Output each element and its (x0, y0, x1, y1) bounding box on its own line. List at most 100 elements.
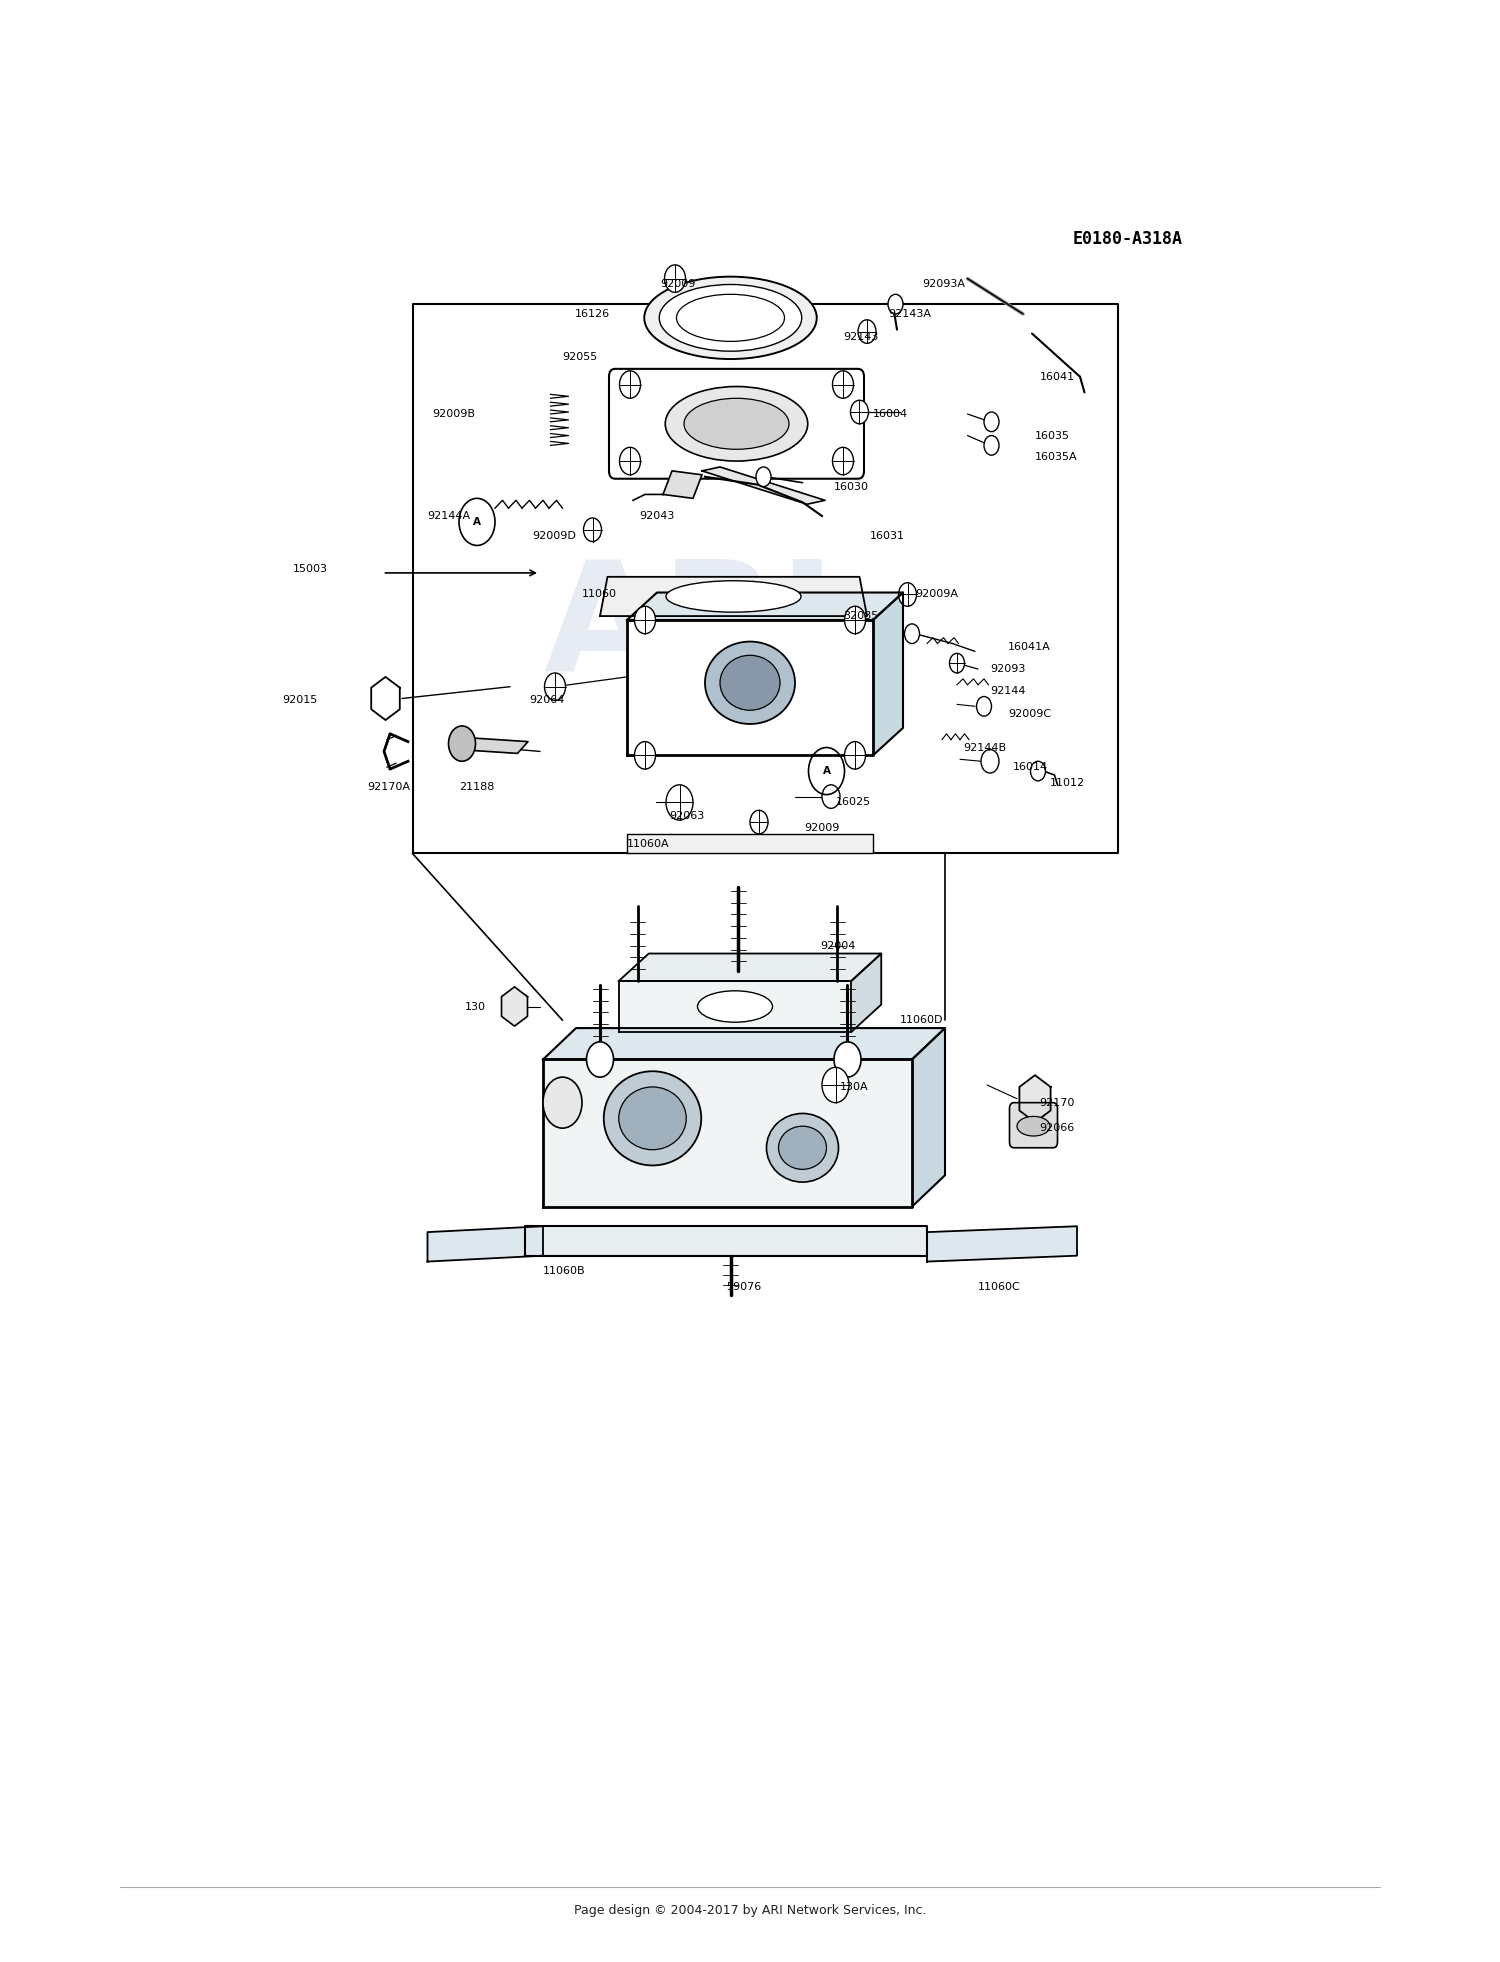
Circle shape (620, 447, 640, 475)
Polygon shape (852, 954, 882, 1032)
Polygon shape (458, 738, 528, 753)
Circle shape (584, 518, 602, 542)
Text: 92170A: 92170A (368, 781, 411, 793)
Circle shape (634, 742, 656, 769)
Polygon shape (427, 1226, 543, 1262)
Ellipse shape (603, 1071, 700, 1165)
Text: 92144B: 92144B (963, 742, 1006, 753)
Circle shape (822, 1067, 849, 1103)
Text: 11060A: 11060A (627, 838, 669, 850)
Text: 16030: 16030 (834, 481, 868, 492)
Circle shape (984, 436, 999, 455)
Text: 92063: 92063 (669, 810, 705, 822)
Text: 92170: 92170 (1040, 1097, 1076, 1109)
Text: 92009: 92009 (660, 279, 696, 290)
FancyBboxPatch shape (1010, 1103, 1058, 1148)
Text: A: A (472, 516, 482, 528)
Text: 92143: 92143 (843, 332, 879, 343)
Ellipse shape (660, 284, 801, 351)
Circle shape (620, 371, 640, 398)
Circle shape (981, 749, 999, 773)
Text: 16031: 16031 (870, 530, 904, 542)
Polygon shape (912, 1028, 945, 1207)
Circle shape (850, 400, 868, 424)
Text: 92015: 92015 (282, 695, 318, 706)
Polygon shape (627, 834, 873, 853)
Circle shape (904, 624, 920, 644)
FancyBboxPatch shape (609, 369, 864, 479)
Text: 92009C: 92009C (1008, 708, 1052, 720)
Ellipse shape (698, 991, 772, 1022)
Text: 16126: 16126 (574, 308, 609, 320)
Text: 92143A: 92143A (888, 308, 932, 320)
Text: 16041: 16041 (1040, 371, 1074, 383)
Circle shape (634, 606, 656, 634)
Circle shape (833, 371, 854, 398)
Text: 11060D: 11060D (900, 1014, 944, 1026)
Text: 59076: 59076 (726, 1281, 760, 1293)
Text: 130A: 130A (840, 1081, 868, 1093)
Text: 15003: 15003 (292, 563, 327, 575)
Text: 92093A: 92093A (922, 279, 966, 290)
Circle shape (858, 320, 876, 343)
Text: 32085: 32085 (843, 610, 879, 622)
Polygon shape (370, 677, 400, 720)
Circle shape (543, 1077, 582, 1128)
Text: 11060C: 11060C (978, 1281, 1020, 1293)
Polygon shape (627, 593, 903, 620)
Text: 92066: 92066 (1040, 1122, 1074, 1134)
Polygon shape (618, 954, 882, 981)
Circle shape (1030, 761, 1045, 781)
Polygon shape (501, 987, 528, 1026)
Text: 92144A: 92144A (427, 510, 471, 522)
Text: A: A (822, 765, 831, 777)
Circle shape (586, 1042, 613, 1077)
Polygon shape (627, 620, 873, 755)
Circle shape (950, 653, 964, 673)
Circle shape (834, 1042, 861, 1077)
Ellipse shape (1017, 1116, 1050, 1136)
Text: 16041A: 16041A (1008, 642, 1050, 653)
Polygon shape (663, 471, 702, 498)
Ellipse shape (676, 294, 784, 341)
Circle shape (822, 785, 840, 808)
Circle shape (448, 726, 476, 761)
Circle shape (756, 467, 771, 487)
Text: 92009B: 92009B (432, 408, 476, 420)
Text: 11060: 11060 (582, 589, 616, 600)
Circle shape (666, 785, 693, 820)
Circle shape (888, 294, 903, 314)
Text: 16025: 16025 (836, 797, 870, 808)
Ellipse shape (684, 398, 789, 449)
Polygon shape (873, 593, 903, 755)
Circle shape (544, 673, 566, 700)
Circle shape (844, 606, 865, 634)
Text: 92009D: 92009D (532, 530, 576, 542)
Text: 21188: 21188 (459, 781, 495, 793)
Text: 92144: 92144 (990, 685, 1026, 697)
Text: 16035: 16035 (1035, 430, 1070, 441)
Circle shape (976, 697, 992, 716)
Circle shape (750, 810, 768, 834)
Ellipse shape (778, 1126, 826, 1169)
Circle shape (664, 265, 686, 292)
Polygon shape (1020, 1075, 1050, 1122)
Ellipse shape (705, 642, 795, 724)
Text: ARI: ARI (543, 553, 837, 702)
Circle shape (833, 447, 854, 475)
Text: 92043: 92043 (639, 510, 675, 522)
Polygon shape (543, 1059, 912, 1207)
Circle shape (844, 742, 865, 769)
Ellipse shape (645, 277, 816, 359)
Polygon shape (618, 981, 852, 1032)
Polygon shape (543, 1028, 945, 1059)
Text: 130: 130 (465, 1001, 486, 1012)
Text: E0180-A318A: E0180-A318A (1072, 230, 1182, 249)
Circle shape (984, 412, 999, 432)
Polygon shape (525, 1226, 927, 1256)
Text: 92093: 92093 (990, 663, 1026, 675)
Text: 11060B: 11060B (543, 1265, 585, 1277)
Polygon shape (600, 577, 867, 616)
Circle shape (898, 583, 916, 606)
Text: 92009: 92009 (804, 822, 840, 834)
